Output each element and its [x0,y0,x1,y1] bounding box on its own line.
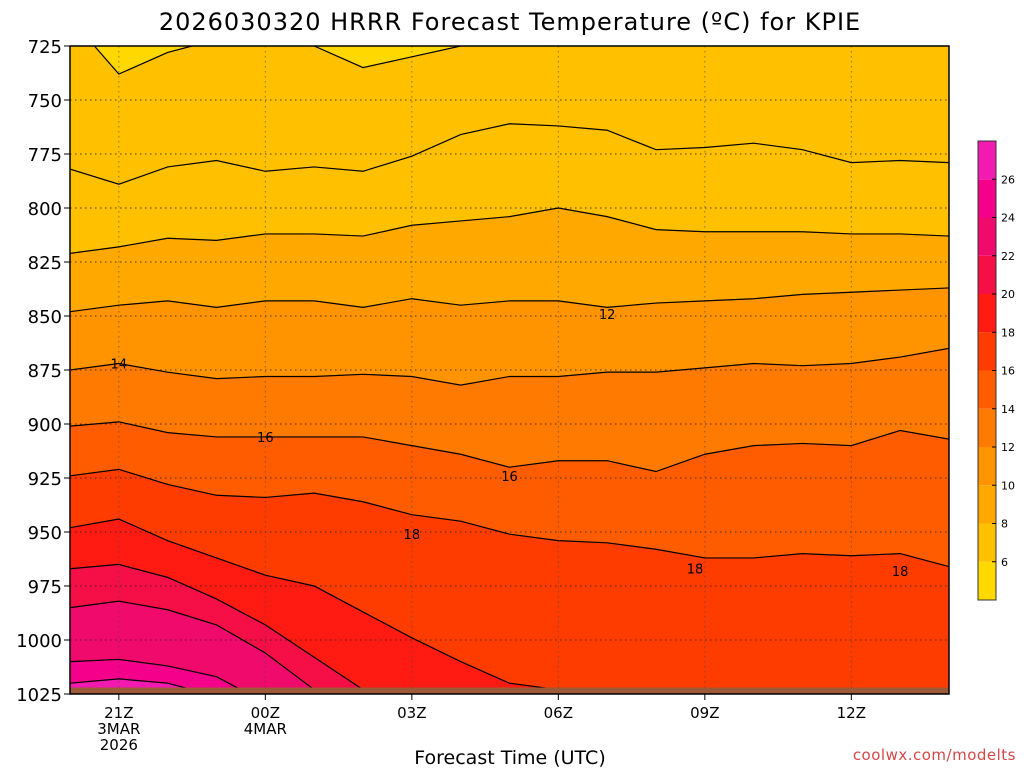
contour-label-0: 12 [599,308,616,323]
colorbar-bin-22 [978,217,996,256]
colorbar: 6 8 10 12 14 16 18 20 22 24 26 [977,140,1015,601]
isotherm-4-1 [313,46,461,69]
y-tick-label-725: 725 [28,37,62,58]
contour-label-6: 18 [892,565,909,580]
contour-label-5: 18 [687,563,704,578]
x-tick-label-0-1: 3MAR [97,720,140,738]
y-tick-label-825: 825 [28,253,62,274]
grid-lines [70,46,949,694]
x-tick-label-9-0: 06Z [544,704,573,722]
y-tick-label-1000: 1000 [16,631,62,652]
colorbar-bin-6 [978,523,996,562]
band-4-6-1 [314,46,461,68]
isotherm-8-0 [70,207,949,254]
colorbar-label-20: 20 [1001,288,1015,301]
contour-label-4: 18 [404,528,421,543]
isotherm-22-0 [70,600,315,691]
ground-layer [70,687,949,694]
x-tick-label-3-0: 00Z [251,704,280,722]
x-tick-label-0-0: 21Z [104,704,133,722]
isotherm-16-0 [70,468,949,568]
colorbar-label-24: 24 [1001,212,1015,225]
isotherm-4-0 [93,46,193,75]
colorbar-label-6: 6 [1001,556,1008,569]
colorbar-bin-20 [978,255,996,294]
isotherm-24-0 [70,658,242,691]
colorbar-label-8: 8 [1001,518,1008,531]
y-tick-label-925: 925 [28,469,62,490]
temperature-fill-bands [70,46,949,694]
contour-label-1: 14 [111,358,128,373]
y-tick-label-875: 875 [28,361,62,382]
x-tick-label-0-2: 2026 [100,736,138,754]
colorbar-bin-16 [978,332,996,371]
x-tick-label-3-1: 4MAR [244,720,287,738]
y-tick-label-975: 975 [28,577,62,598]
colorbar-bin-4 [978,561,996,600]
colorbar-bin-12 [978,408,996,447]
isotherm-26-0 [70,678,193,691]
colorbar-label-18: 18 [1001,326,1015,339]
chart-title: 2026030320 HRRR Forecast Temperature (ºC… [159,8,861,36]
isotherm-18-0 [70,518,559,691]
pressure-axis: 725 750 775 800 825 850 875 900 925 950 975 1000 102… [16,37,70,706]
site-credit: coolwx.com/modelts [853,746,1016,764]
colorbar-bin-8 [978,485,996,524]
colorbar-label-16: 16 [1001,365,1015,378]
isotherm-14-0 [70,421,949,473]
contour-label-2: 16 [257,431,274,446]
colorbar-bin-10 [978,447,996,486]
isotherm-20-0 [70,563,364,691]
contour-label-3: 16 [501,470,518,485]
colorbar-label-10: 10 [1001,479,1015,492]
contour-labels: 12 14 16 16 18 18 18 [111,308,909,580]
isotherm-lines [70,46,949,691]
y-tick-label-1025: 1025 [16,685,62,706]
colorbar-bin-26 [978,141,996,180]
colorbar-bin-24 [978,179,996,218]
y-tick-label-775: 775 [28,145,62,166]
isotherm-12-0 [70,347,949,386]
y-tick-label-950: 950 [28,523,62,544]
x-tick-label-12-0: 09Z [690,704,719,722]
colorbar-label-22: 22 [1001,250,1015,263]
isotherm-6-0 [70,123,949,185]
y-tick-label-850: 850 [28,307,62,328]
colorbar-label-14: 14 [1001,403,1015,416]
ground-surface [70,687,949,694]
colorbar-label-26: 26 [1001,173,1015,186]
y-tick-label-750: 750 [28,91,62,112]
colorbar-label-12: 12 [1001,441,1015,454]
colorbar-bin-14 [978,370,996,409]
isotherm-10-0 [70,287,949,313]
x-tick-label-6-0: 03Z [397,704,426,722]
x-tick-label-15-0: 12Z [837,704,866,722]
colorbar-bin-18 [978,294,996,333]
y-tick-label-800: 800 [28,199,62,220]
y-tick-label-900: 900 [28,415,62,436]
x-axis-label: Forecast Time (UTC) [414,747,605,768]
